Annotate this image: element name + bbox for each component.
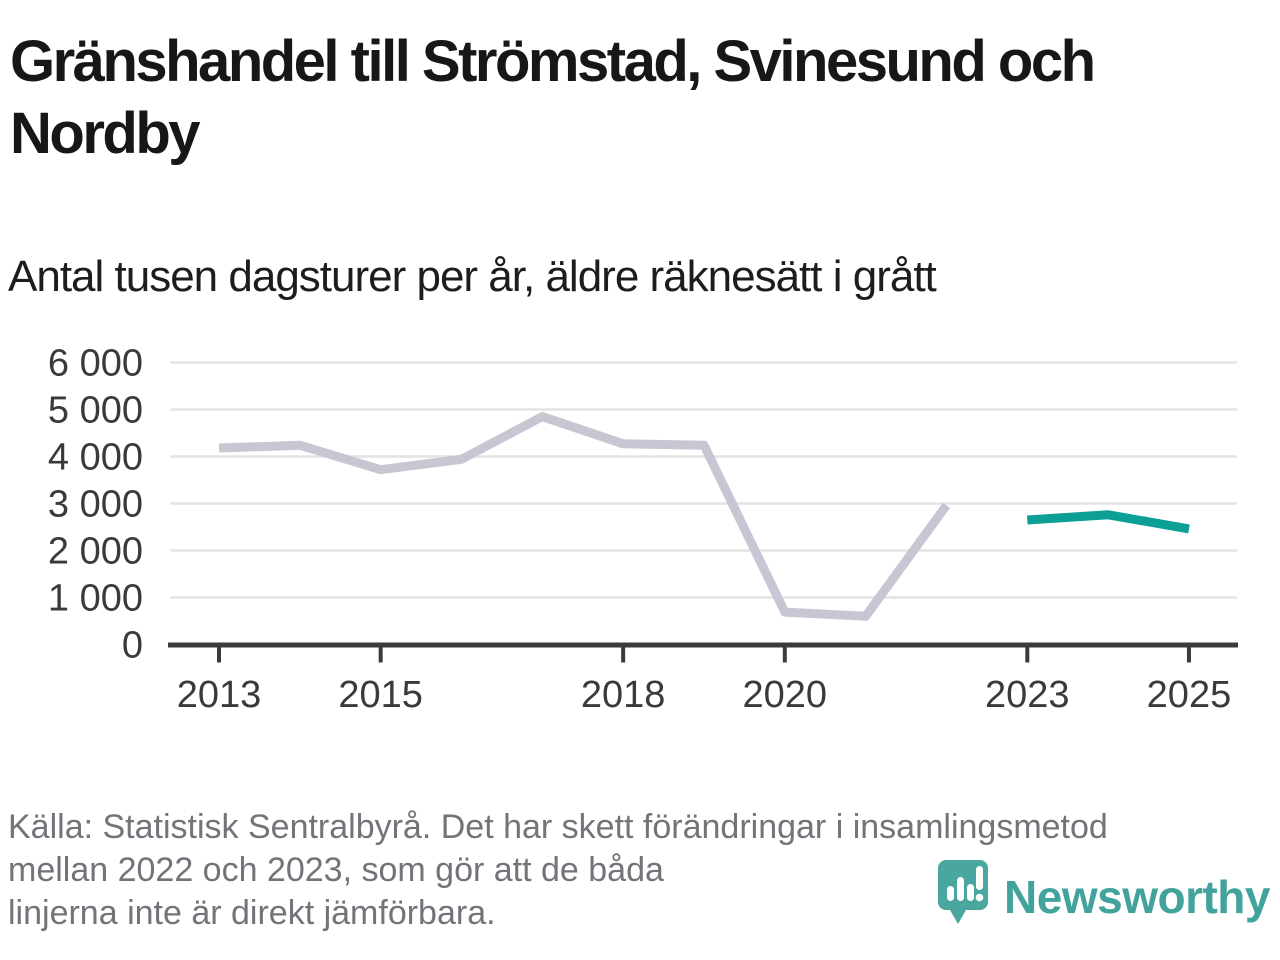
x-axis-tick-label: 2015 <box>338 674 423 716</box>
y-axis-tick-label: 0 <box>122 625 143 667</box>
x-axis-tick-label: 2013 <box>177 674 262 716</box>
y-axis-tick-label: 6 000 <box>48 343 143 385</box>
chart-subtitle: Antal tusen dagsturer per år, äldre räkn… <box>8 252 937 301</box>
series-line-nytt-räknesätt <box>1027 510 1190 534</box>
y-axis-tick-label: 5 000 <box>48 390 143 432</box>
y-axis-tick-label: 2 000 <box>48 531 143 573</box>
x-axis-tick-label: 2025 <box>1147 674 1232 716</box>
source-note: Källa: Statistisk Sentralbyrå. Det har s… <box>8 808 1108 932</box>
newsworthy-logo-text: Newsworthy <box>1004 871 1270 923</box>
y-axis-tick-label: 4 000 <box>48 437 143 479</box>
newsworthy-logo: Newsworthy <box>936 858 1270 941</box>
series-line-äldre-räknesätt <box>218 412 951 621</box>
y-axis-tick-label: 3 000 <box>48 484 143 526</box>
newsworthy-speech-bubble-bar-chart-icon <box>936 858 990 941</box>
chart-title: Gränshandel till Strömstad, Svinesund oc… <box>10 29 1096 166</box>
x-axis-tick-label: 2020 <box>743 674 828 716</box>
x-axis-tick-label: 2018 <box>581 674 666 716</box>
x-axis-tick-label: 2023 <box>985 674 1070 716</box>
y-axis-tick-label: 1 000 <box>48 578 143 620</box>
